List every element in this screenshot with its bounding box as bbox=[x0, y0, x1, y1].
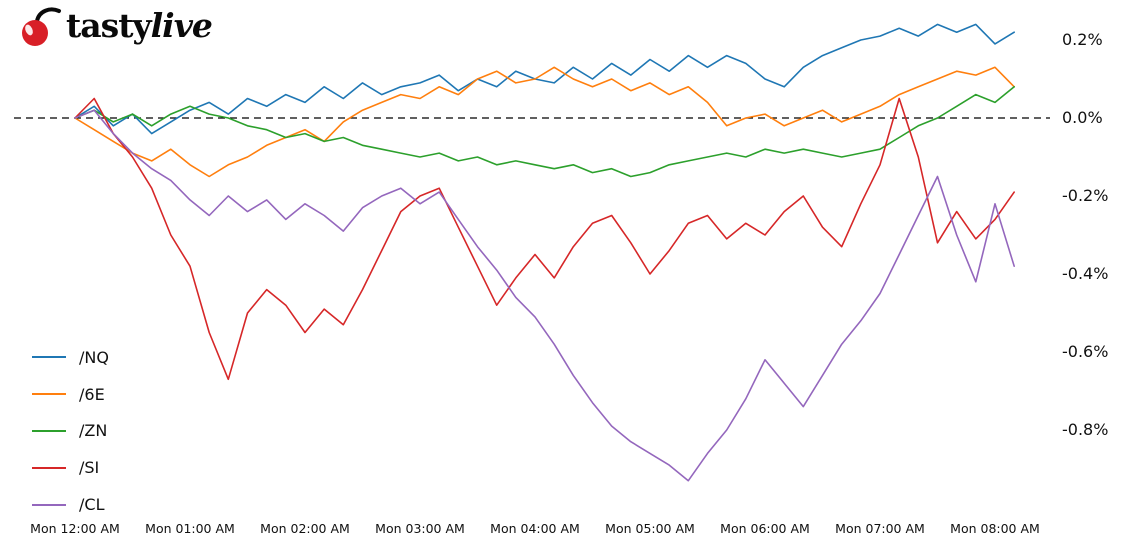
legend-item-si: /SI bbox=[32, 449, 109, 486]
legend-label: /ZN bbox=[79, 421, 108, 441]
x-tick-label: Mon 02:00 AM bbox=[260, 521, 350, 536]
legend-item-cl: /CL bbox=[32, 486, 109, 523]
chart-legend: /NQ/6E/ZN/SI/CL bbox=[32, 339, 109, 523]
y-tick-label: -0.4% bbox=[1062, 264, 1109, 283]
legend-label: /CL bbox=[79, 495, 105, 515]
y-tick-label: -0.2% bbox=[1062, 186, 1109, 205]
x-tick-label: Mon 05:00 AM bbox=[605, 521, 695, 536]
series-line-6e bbox=[74, 66, 1016, 178]
x-tick-label: Mon 01:00 AM bbox=[145, 521, 235, 536]
y-tick-label: 0.2% bbox=[1062, 30, 1103, 49]
logo-text-tasty: tasty bbox=[66, 6, 152, 45]
y-tick-label: -0.8% bbox=[1062, 420, 1109, 439]
x-tick-label: Mon 08:00 AM bbox=[950, 521, 1040, 536]
legend-line-swatch bbox=[32, 393, 66, 396]
x-tick-label: Mon 06:00 AM bbox=[720, 521, 810, 536]
logo-text-live: live bbox=[150, 6, 213, 45]
legend-line-swatch bbox=[32, 503, 66, 506]
legend-line-swatch bbox=[32, 429, 66, 432]
tastylive-logo: tastylive bbox=[16, 4, 213, 48]
y-tick-label: -0.6% bbox=[1062, 342, 1109, 361]
series-line-cl bbox=[74, 109, 1016, 482]
legend-label: /SI bbox=[79, 458, 100, 478]
x-tick-label: Mon 04:00 AM bbox=[490, 521, 580, 536]
legend-label: /6E bbox=[79, 384, 105, 404]
x-tick-label: Mon 07:00 AM bbox=[835, 521, 925, 536]
legend-item-6e: /6E bbox=[32, 376, 109, 413]
y-tick-label: 0.0% bbox=[1062, 108, 1103, 127]
legend-item-nq: /NQ bbox=[32, 339, 109, 376]
legend-line-swatch bbox=[32, 466, 66, 469]
x-tick-label: Mon 12:00 AM bbox=[30, 521, 120, 536]
legend-label: /NQ bbox=[79, 347, 109, 367]
series-line-nq bbox=[74, 23, 1016, 135]
legend-line-swatch bbox=[32, 356, 66, 359]
legend-item-zn: /ZN bbox=[32, 413, 109, 450]
brand-wordmark: tastylive bbox=[66, 4, 213, 48]
cherry-icon bbox=[22, 7, 61, 46]
x-tick-label: Mon 03:00 AM bbox=[375, 521, 465, 536]
series-line-si bbox=[74, 97, 1016, 381]
series-line-zn bbox=[74, 86, 1016, 178]
